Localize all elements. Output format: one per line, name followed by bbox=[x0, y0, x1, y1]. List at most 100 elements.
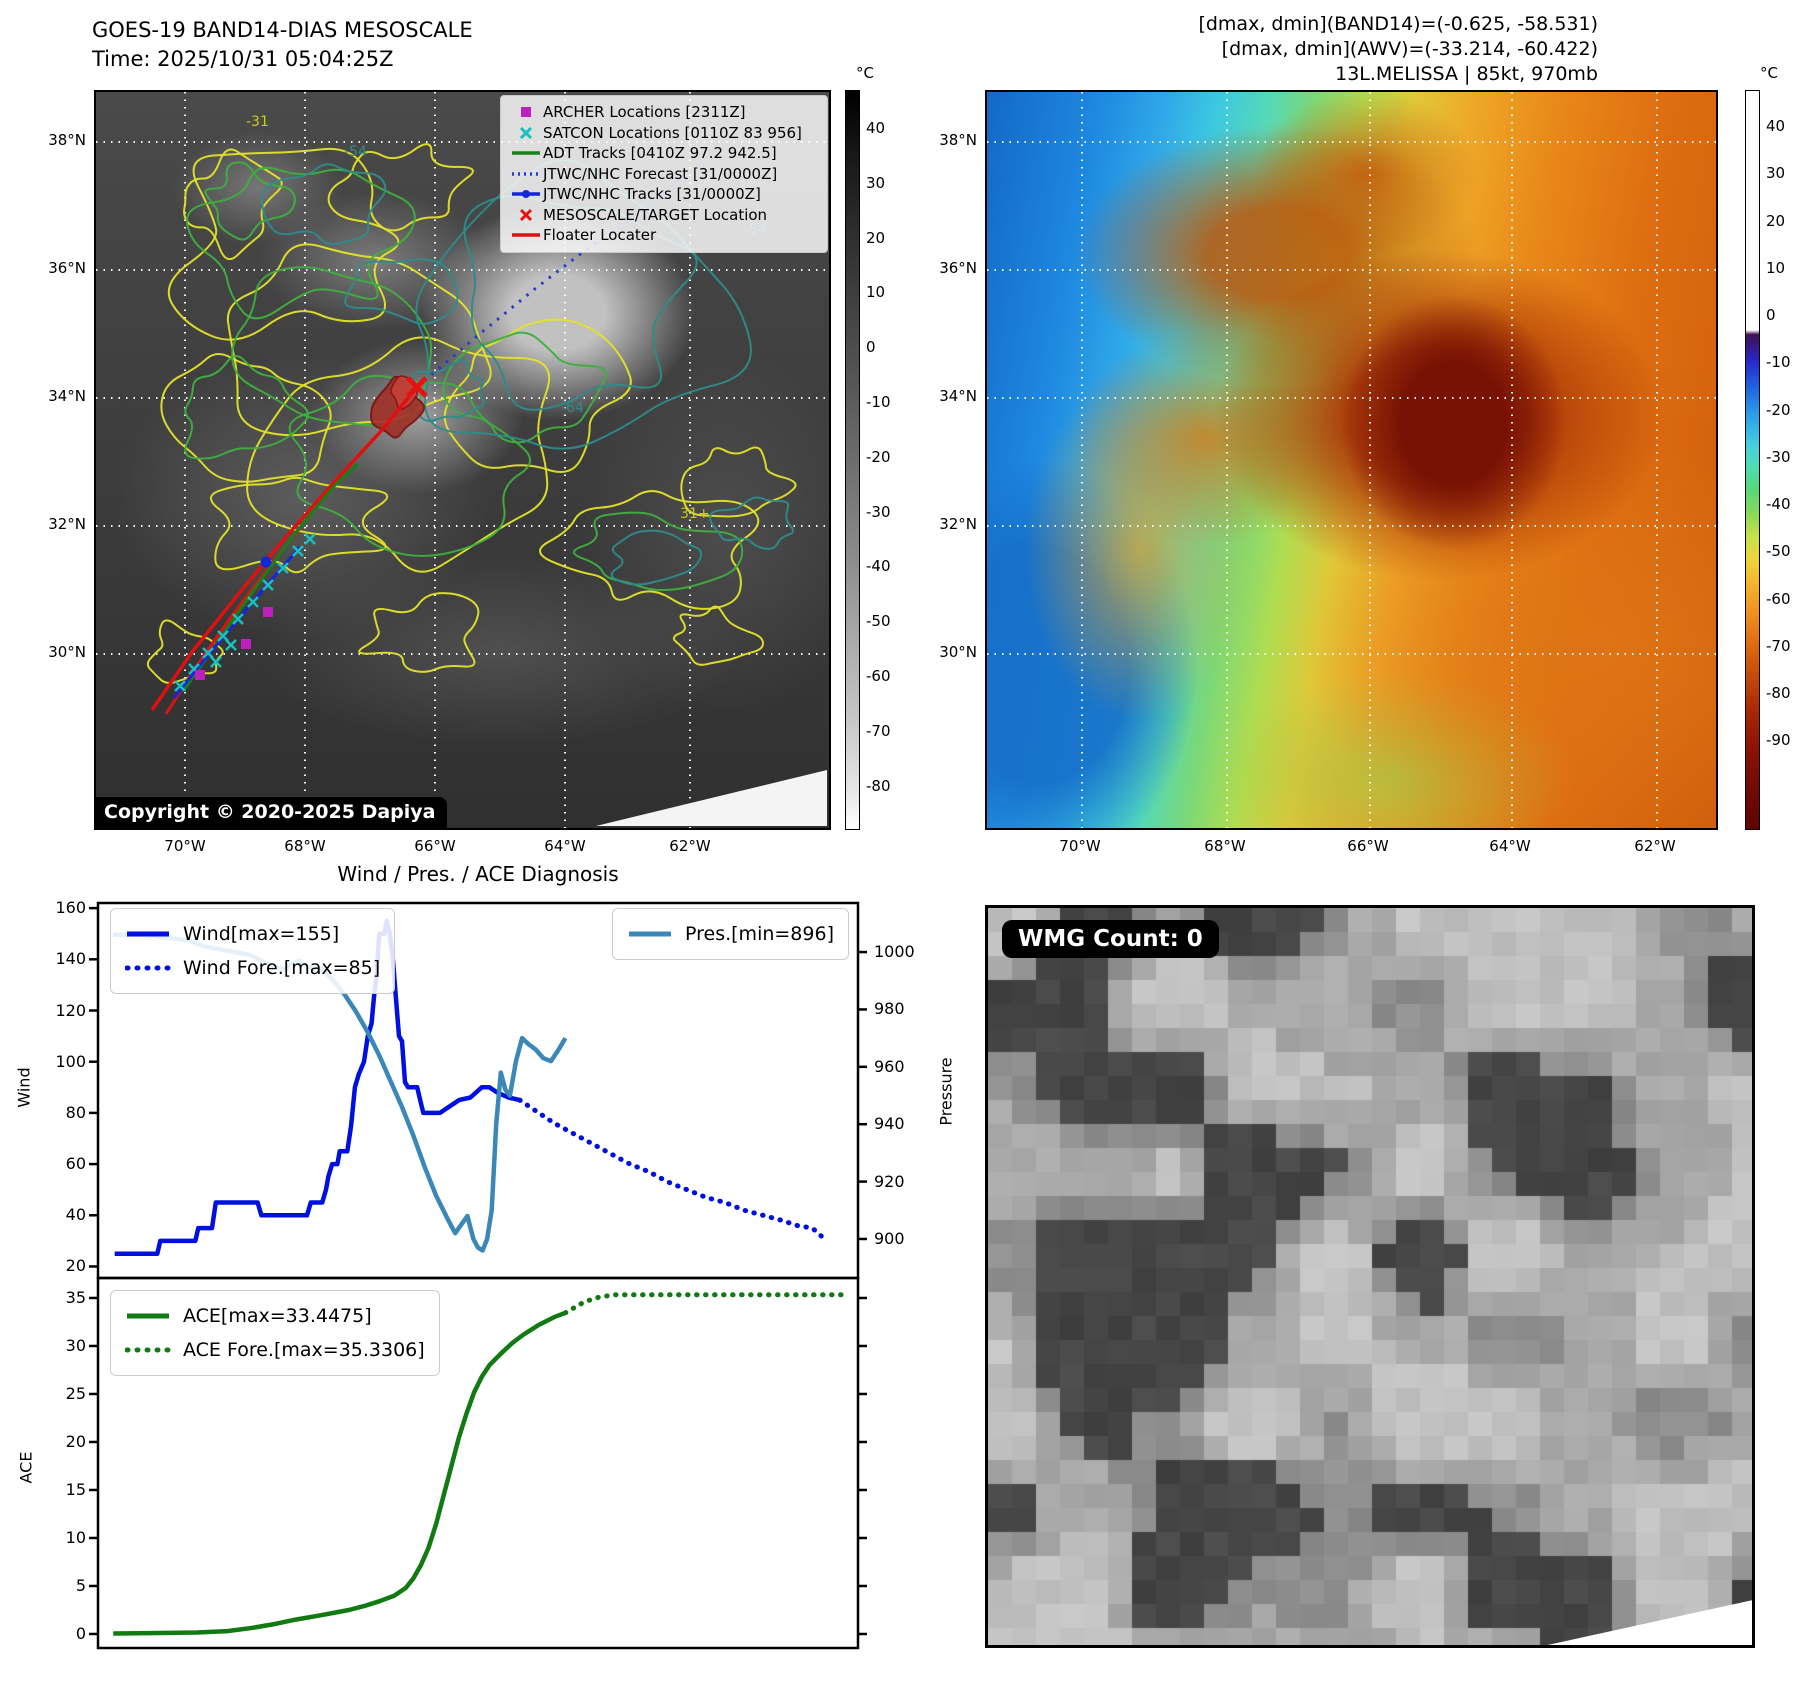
swath-edge bbox=[596, 770, 827, 826]
line-marker-icon bbox=[509, 227, 543, 243]
contour-line bbox=[167, 147, 400, 341]
colorbar-tick-label: -80 bbox=[1766, 684, 1791, 702]
lat-tick-label: 36°N bbox=[939, 259, 977, 277]
colorbar-tick-label: 20 bbox=[1766, 211, 1786, 230]
awv-colorbar bbox=[1745, 90, 1760, 830]
contour-line bbox=[610, 529, 703, 586]
satcon-marker bbox=[277, 562, 289, 574]
left-panel-title: GOES-19 BAND14-DIAS MESOSCALE Time: 2025… bbox=[92, 16, 473, 74]
colorbar-tick-label: -60 bbox=[866, 667, 891, 685]
lon-tick-label: 66°W bbox=[414, 837, 456, 855]
satcon-marker bbox=[247, 596, 259, 608]
contour-line bbox=[443, 318, 632, 473]
legend-item-label: ARCHER Locations [2311Z] bbox=[543, 103, 746, 122]
ace-tick-label: 10 bbox=[65, 1527, 86, 1547]
ace-tick-label: 25 bbox=[65, 1383, 86, 1403]
contour-line bbox=[146, 619, 224, 685]
dmax-dmin-band14: [dmax, dmin](BAND14)=(-0.625, -58.531) bbox=[1198, 13, 1598, 35]
colorbar-tick-label: 40 bbox=[866, 119, 886, 137]
chart-legend-item: ACE Fore.[max=35.3306] bbox=[125, 1333, 425, 1367]
chart-legend-item: ACE[max=33.4475] bbox=[125, 1299, 425, 1333]
archer-marker bbox=[241, 639, 251, 649]
legend-item-label: JTWC/NHC Tracks [31/0000Z] bbox=[543, 185, 761, 204]
pressure-legend: Pres.[min=896] bbox=[612, 908, 849, 960]
contour-line bbox=[442, 331, 608, 444]
dotted-line-icon bbox=[125, 1345, 171, 1355]
lat-tick-label: 32°N bbox=[48, 515, 86, 533]
wind-tick-label: 40 bbox=[65, 1205, 86, 1225]
copyright-badge: Copyright © 2020-2025 Dapiya bbox=[96, 797, 448, 828]
chart-legend-label: Pres.[min=896] bbox=[685, 923, 834, 945]
colorbar-tick-label: -80 bbox=[866, 776, 891, 795]
band14-colorbar-unit: °C bbox=[856, 64, 874, 82]
pressure-tick-label: 1000 bbox=[874, 942, 915, 962]
satellite-time-label: Time: 2025/10/31 05:04:25Z bbox=[92, 47, 394, 71]
contour-line bbox=[344, 258, 459, 325]
colorbar-tick-label: 10 bbox=[1766, 258, 1786, 277]
series-solid bbox=[114, 918, 521, 1256]
lat-tick-label: 38°N bbox=[48, 131, 86, 149]
satcon-marker bbox=[210, 656, 222, 668]
lat-tick-label: 34°N bbox=[939, 387, 977, 405]
legend-item: Floater Locater bbox=[509, 225, 821, 246]
contour-line bbox=[327, 143, 474, 232]
right-panel-header: [dmax, dmin](BAND14)=(-0.625, -58.531) [… bbox=[1198, 12, 1598, 87]
satcon-marker bbox=[262, 579, 274, 591]
chart-legend-label: Wind Fore.[max=85] bbox=[183, 957, 381, 979]
satcon-marker bbox=[174, 680, 186, 692]
colorbar-tick-label: -70 bbox=[866, 721, 891, 740]
contour-line bbox=[539, 490, 760, 610]
legend-item: MESOSCALE/TARGET Location bbox=[509, 205, 821, 226]
legend-item-label: MESOSCALE/TARGET Location bbox=[543, 205, 768, 224]
ace-tick-label: 0 bbox=[75, 1623, 86, 1643]
colorbar-tick-label: 20 bbox=[866, 228, 886, 247]
colorbar-tick-label: -70 bbox=[1766, 636, 1791, 655]
chart-legend-label: Wind[max=155] bbox=[183, 923, 340, 945]
satcon-marker bbox=[225, 639, 237, 651]
colorbar-tick-label: -30 bbox=[1766, 447, 1791, 466]
floater-track-line bbox=[150, 385, 419, 711]
colorbar-tick-label: 30 bbox=[1766, 164, 1786, 183]
ace-legend: ACE[max=33.4475] ACE Fore.[max=35.3306] bbox=[110, 1290, 440, 1376]
colorbar-tick-label: -40 bbox=[1766, 495, 1791, 513]
storm-intensity-label: 13L.MELISSA | 85kt, 970mb bbox=[1335, 63, 1598, 85]
legend-item-label: Floater Locater bbox=[543, 226, 657, 245]
contour-line bbox=[672, 605, 764, 666]
band14-colorbar bbox=[845, 90, 860, 830]
contour-value-label: 31+ bbox=[680, 506, 710, 522]
satellite-product-title: GOES-19 BAND14-DIAS MESOSCALE bbox=[92, 18, 473, 42]
lon-tick-label: 64°W bbox=[1489, 837, 1531, 855]
satcon-marker bbox=[217, 630, 229, 642]
wind-legend: Wind[max=155] Wind Fore.[max=85] bbox=[110, 908, 396, 994]
map-legend: ARCHER Locations [2311Z] SATCON Locations… bbox=[500, 95, 828, 253]
colorbar-tick-label: -20 bbox=[866, 447, 891, 466]
contour-line bbox=[680, 446, 797, 518]
x-marker-icon bbox=[509, 125, 543, 141]
satcon-marker bbox=[304, 533, 316, 545]
series-dotted bbox=[517, 1097, 827, 1241]
wind-tick-label: 160 bbox=[55, 898, 86, 918]
contour-line bbox=[210, 476, 389, 574]
dotted-marker-icon bbox=[509, 166, 543, 182]
satcon-marker bbox=[292, 545, 304, 557]
chart-legend-label: ACE Fore.[max=35.3306] bbox=[183, 1339, 425, 1361]
wmg-count-badge: WMG Count: 0 bbox=[1002, 920, 1219, 958]
lon-tick-label: 62°W bbox=[669, 837, 711, 855]
contour-line bbox=[246, 336, 551, 573]
lat-tick-label: 34°N bbox=[48, 387, 86, 405]
lon-tick-label: 68°W bbox=[1204, 837, 1246, 855]
awv-map-grid bbox=[987, 92, 1716, 828]
lon-tick-label: 62°W bbox=[1634, 837, 1676, 855]
x-marker-icon bbox=[509, 207, 543, 223]
line-dot-marker-icon bbox=[509, 186, 543, 202]
satcon-marker bbox=[232, 613, 244, 625]
awv-satellite-map bbox=[985, 90, 1718, 830]
colorbar-tick-label: -10 bbox=[866, 393, 891, 411]
lat-tick-label: 38°N bbox=[939, 131, 977, 149]
target-x-marker bbox=[406, 376, 428, 398]
wind-tick-label: 60 bbox=[65, 1154, 86, 1174]
lon-tick-label: 70°W bbox=[1059, 837, 1101, 855]
contour-line bbox=[572, 511, 744, 592]
